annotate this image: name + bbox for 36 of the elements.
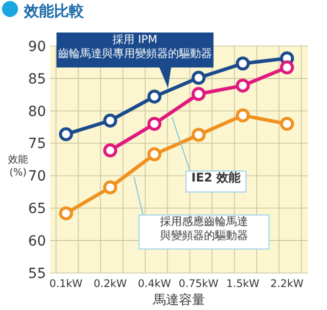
- x-tick-label: 1.5kW: [226, 278, 260, 290]
- point: [103, 180, 118, 194]
- y-tick-label: 60: [28, 233, 46, 250]
- x-tick-label: 0.2kW: [94, 278, 128, 290]
- point: [147, 90, 162, 104]
- y-tick-label: 70: [28, 168, 46, 185]
- y-tick-label: 80: [28, 104, 46, 120]
- x-tick-label: 0.1kW: [49, 278, 84, 290]
- x-tick-label: 0.4kW: [138, 278, 172, 290]
- point: [59, 206, 73, 220]
- point: [103, 114, 118, 128]
- text: IE2 效能: [191, 170, 242, 184]
- y-tick-label: 90: [28, 38, 46, 55]
- y-tick-label: 65: [28, 201, 46, 218]
- point: [236, 108, 250, 122]
- y-tick-label: 75: [28, 136, 46, 152]
- point: [236, 78, 250, 93]
- point: [280, 60, 294, 74]
- point: [192, 86, 206, 101]
- text: 採用感應齒輪馬達與變頻器的驅動器: [160, 215, 248, 242]
- y-tick-label: 55: [28, 266, 46, 282]
- chart-title: 效能比較: [23, 2, 85, 20]
- point: [280, 116, 294, 131]
- point: [147, 147, 162, 162]
- point: [236, 56, 250, 71]
- y-axis-title: 效能 (%): [8, 154, 28, 179]
- point: [147, 116, 162, 131]
- point: [192, 70, 206, 85]
- point: [59, 127, 73, 142]
- series-label: 採用 IPM齒輪馬達與專用變頻器的驅動器: [58, 33, 212, 60]
- point: [103, 143, 118, 158]
- y-tick-label: 85: [28, 71, 46, 88]
- x-tick-label: 2.2kW: [270, 278, 304, 290]
- x-axis-title: 馬達容量: [152, 292, 205, 308]
- x-tick-label: 0.75kW: [178, 278, 220, 290]
- point: [192, 128, 206, 142]
